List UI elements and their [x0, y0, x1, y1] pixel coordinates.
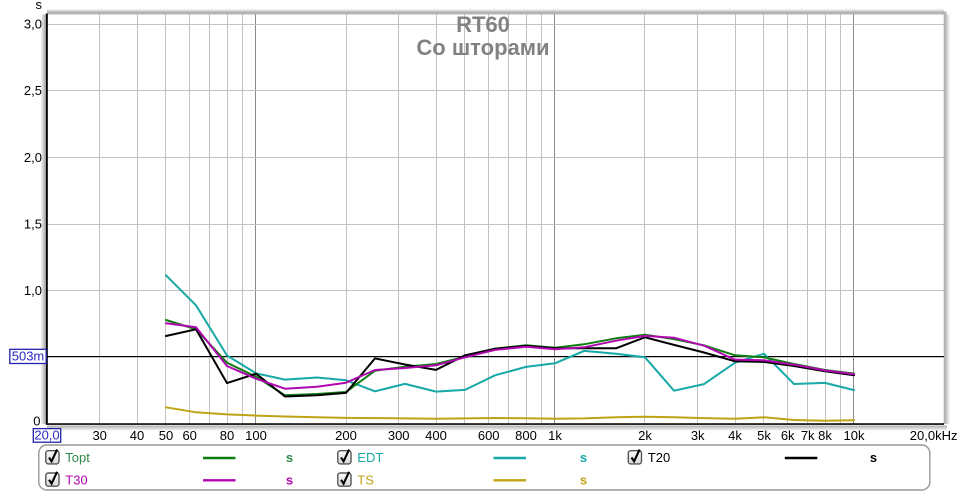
svg-text:s: s: [580, 450, 587, 465]
svg-text:200: 200: [335, 428, 357, 443]
svg-text:s: s: [580, 472, 587, 487]
svg-text:3,0: 3,0: [24, 17, 42, 32]
svg-text:6k: 6k: [781, 428, 795, 443]
svg-text:s: s: [286, 472, 293, 487]
svg-text:7k: 7k: [801, 428, 815, 443]
svg-text:s: s: [286, 450, 293, 465]
svg-text:3k: 3k: [691, 428, 705, 443]
svg-text:2,0: 2,0: [24, 150, 42, 165]
svg-text:50: 50: [159, 428, 173, 443]
svg-text:40: 40: [130, 428, 144, 443]
svg-text:2,5: 2,5: [24, 83, 42, 98]
svg-text:80: 80: [220, 428, 234, 443]
svg-text:Topt: Topt: [65, 450, 90, 465]
svg-text:30: 30: [92, 428, 106, 443]
svg-text:600: 600: [478, 428, 500, 443]
svg-text:1,0: 1,0: [24, 283, 42, 298]
svg-text:100: 100: [245, 428, 267, 443]
svg-text:4k: 4k: [728, 428, 742, 443]
svg-text:300: 300: [388, 428, 410, 443]
svg-text:1k: 1k: [548, 428, 562, 443]
svg-text:RT60: RT60: [456, 12, 510, 37]
svg-text:5k: 5k: [757, 428, 771, 443]
svg-text:20,0: 20,0: [34, 427, 59, 442]
svg-text:Со шторами: Со шторами: [416, 35, 549, 60]
svg-text:503m: 503m: [12, 348, 45, 363]
svg-text:0: 0: [33, 414, 40, 429]
svg-text:1,5: 1,5: [24, 217, 42, 232]
svg-text:10k: 10k: [844, 428, 865, 443]
svg-text:T30: T30: [65, 472, 87, 487]
svg-text:2k: 2k: [638, 428, 652, 443]
svg-text:400: 400: [425, 428, 447, 443]
svg-text:TS: TS: [357, 472, 374, 487]
svg-text:60: 60: [182, 428, 196, 443]
svg-text:s: s: [870, 450, 877, 465]
svg-text:EDT: EDT: [357, 450, 383, 465]
svg-text:20,0kHz: 20,0kHz: [910, 428, 958, 443]
svg-text:s: s: [36, 0, 43, 12]
svg-text:800: 800: [515, 428, 537, 443]
svg-text:T20: T20: [648, 450, 670, 465]
svg-text:8k: 8k: [818, 428, 832, 443]
